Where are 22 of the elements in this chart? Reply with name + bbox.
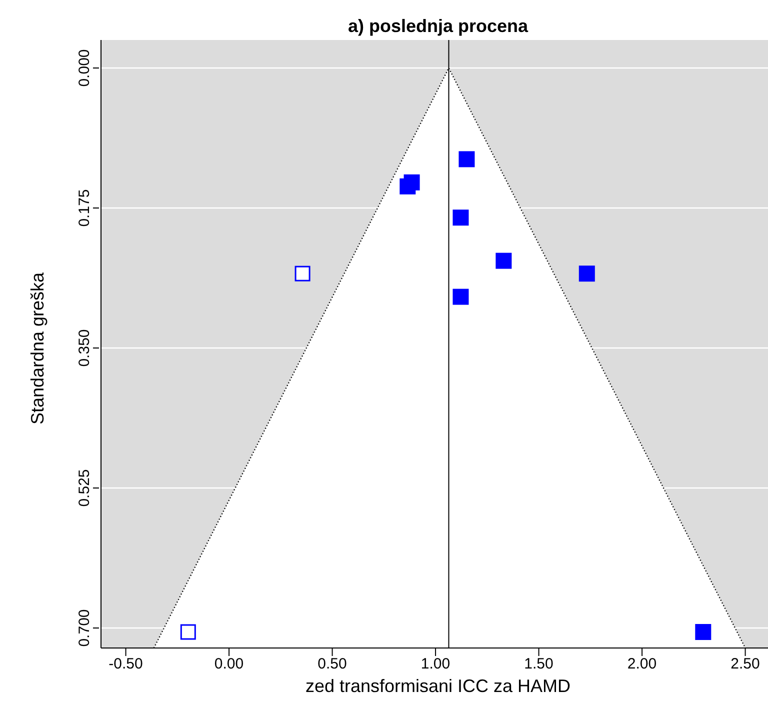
point	[496, 252, 512, 269]
y-tick-label: 0.525	[76, 469, 93, 507]
x-tick-label: 2.50	[730, 656, 760, 673]
y-tick-label: 0.175	[76, 189, 93, 227]
point	[458, 151, 475, 168]
point	[452, 210, 469, 226]
point	[578, 266, 595, 282]
point	[695, 624, 712, 640]
x-tick-label: -0.50	[108, 656, 143, 673]
y-tick-label: 0.700	[76, 609, 93, 647]
x-tick-label: 1.00	[420, 656, 450, 673]
y-tick-label: 0.350	[76, 329, 93, 367]
x-tick-label: 1.50	[524, 656, 554, 673]
point	[294, 266, 310, 282]
x-axis-title: zed transformisani ICC za HAMD	[304, 676, 572, 697]
x-tick-label: 0.50	[318, 656, 347, 673]
y-tick-label: 0.000	[76, 49, 93, 87]
y-axis-title: Standardna greška	[28, 272, 48, 424]
chart-title: a) poslednja procena	[346, 16, 530, 37]
x-tick-label: 2.00	[627, 656, 657, 673]
x-tick-label: 0.00	[214, 656, 244, 673]
point	[452, 288, 469, 305]
